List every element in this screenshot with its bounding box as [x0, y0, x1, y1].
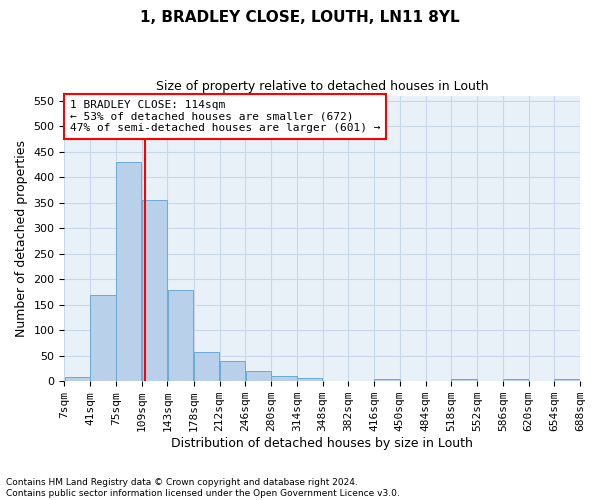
Y-axis label: Number of detached properties: Number of detached properties: [15, 140, 28, 337]
Bar: [116, 162, 142, 381]
Bar: [142, 200, 167, 381]
X-axis label: Distribution of detached houses by size in Louth: Distribution of detached houses by size …: [171, 437, 473, 450]
Bar: [503, 379, 529, 381]
Bar: [167, 290, 193, 381]
Bar: [220, 361, 245, 381]
Bar: [271, 376, 296, 381]
Bar: [245, 371, 271, 381]
Bar: [451, 379, 477, 381]
Bar: [194, 352, 220, 381]
Text: 1, BRADLEY CLOSE, LOUTH, LN11 8YL: 1, BRADLEY CLOSE, LOUTH, LN11 8YL: [140, 10, 460, 25]
Bar: [65, 377, 90, 381]
Bar: [91, 294, 116, 381]
Title: Size of property relative to detached houses in Louth: Size of property relative to detached ho…: [156, 80, 488, 93]
Bar: [374, 378, 400, 381]
Bar: [554, 379, 580, 381]
Text: 1 BRADLEY CLOSE: 114sqm
← 53% of detached houses are smaller (672)
47% of semi-d: 1 BRADLEY CLOSE: 114sqm ← 53% of detache…: [70, 100, 380, 133]
Text: Contains HM Land Registry data © Crown copyright and database right 2024.
Contai: Contains HM Land Registry data © Crown c…: [6, 478, 400, 498]
Bar: [297, 378, 322, 381]
